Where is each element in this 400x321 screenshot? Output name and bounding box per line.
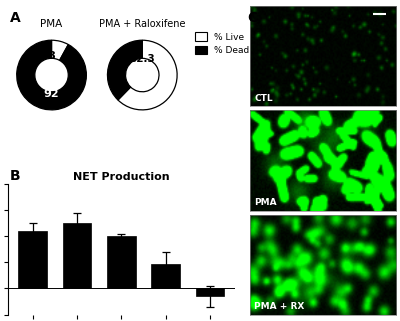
Legend: % Live, % Dead: % Live, % Dead: [194, 31, 250, 56]
Bar: [18, 231, 47, 289]
Bar: [63, 223, 92, 289]
Title: NET Production: NET Production: [73, 172, 170, 182]
Bar: [107, 236, 136, 289]
Text: 37.7: 37.7: [129, 93, 155, 103]
Wedge shape: [52, 40, 68, 60]
Bar: [151, 264, 180, 289]
Bar: [196, 289, 224, 296]
Title: PMA + Raloxifene: PMA + Raloxifene: [99, 19, 186, 29]
Text: PMA: PMA: [254, 198, 277, 207]
Text: 92: 92: [44, 89, 59, 99]
Wedge shape: [108, 40, 142, 100]
Text: C: C: [247, 11, 257, 25]
Title: PMA: PMA: [40, 19, 63, 29]
Text: 62.3: 62.3: [130, 54, 155, 65]
Text: B: B: [10, 169, 21, 183]
Text: CTL: CTL: [254, 94, 273, 103]
Wedge shape: [118, 40, 177, 110]
Text: A: A: [10, 11, 21, 25]
Text: 8: 8: [48, 51, 56, 61]
Text: PMA + RX: PMA + RX: [254, 302, 305, 311]
Wedge shape: [17, 40, 86, 110]
